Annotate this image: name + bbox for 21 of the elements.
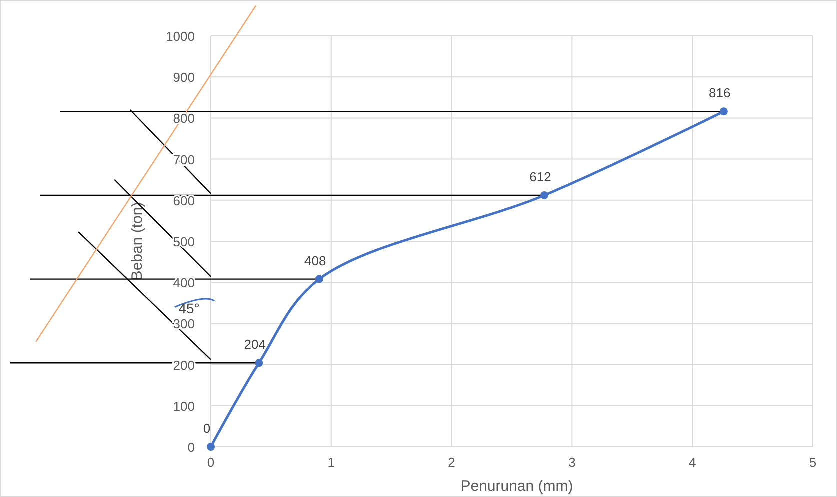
data-label: 0 [203,421,211,436]
data-label: 204 [244,337,266,352]
text: 45° [178,300,200,316]
y-tick-label: 300 [173,316,195,332]
y-tick-label: 1000 [166,29,195,44]
data-label: 612 [530,169,552,184]
y-tick-label: 0 [188,440,195,455]
y-tick-label: 600 [173,193,195,208]
x-axis-title: Penurunan (mm) [460,478,574,495]
x-tick-label: 2 [448,455,456,470]
data-label: 408 [304,253,326,268]
y-tick-label: 900 [173,70,195,86]
x-tick-label: 1 [328,455,336,470]
data-label: 816 [709,86,731,101]
x-tick-label: 0 [207,455,215,470]
x-tick-label: 3 [568,455,576,470]
y-tick-label: 100 [173,398,195,414]
y-tick-label: 400 [173,276,195,291]
y-axis-title: Beban (ton) [129,202,146,281]
x-tick-label: 5 [809,455,817,470]
x-tick-label: 4 [688,455,696,470]
